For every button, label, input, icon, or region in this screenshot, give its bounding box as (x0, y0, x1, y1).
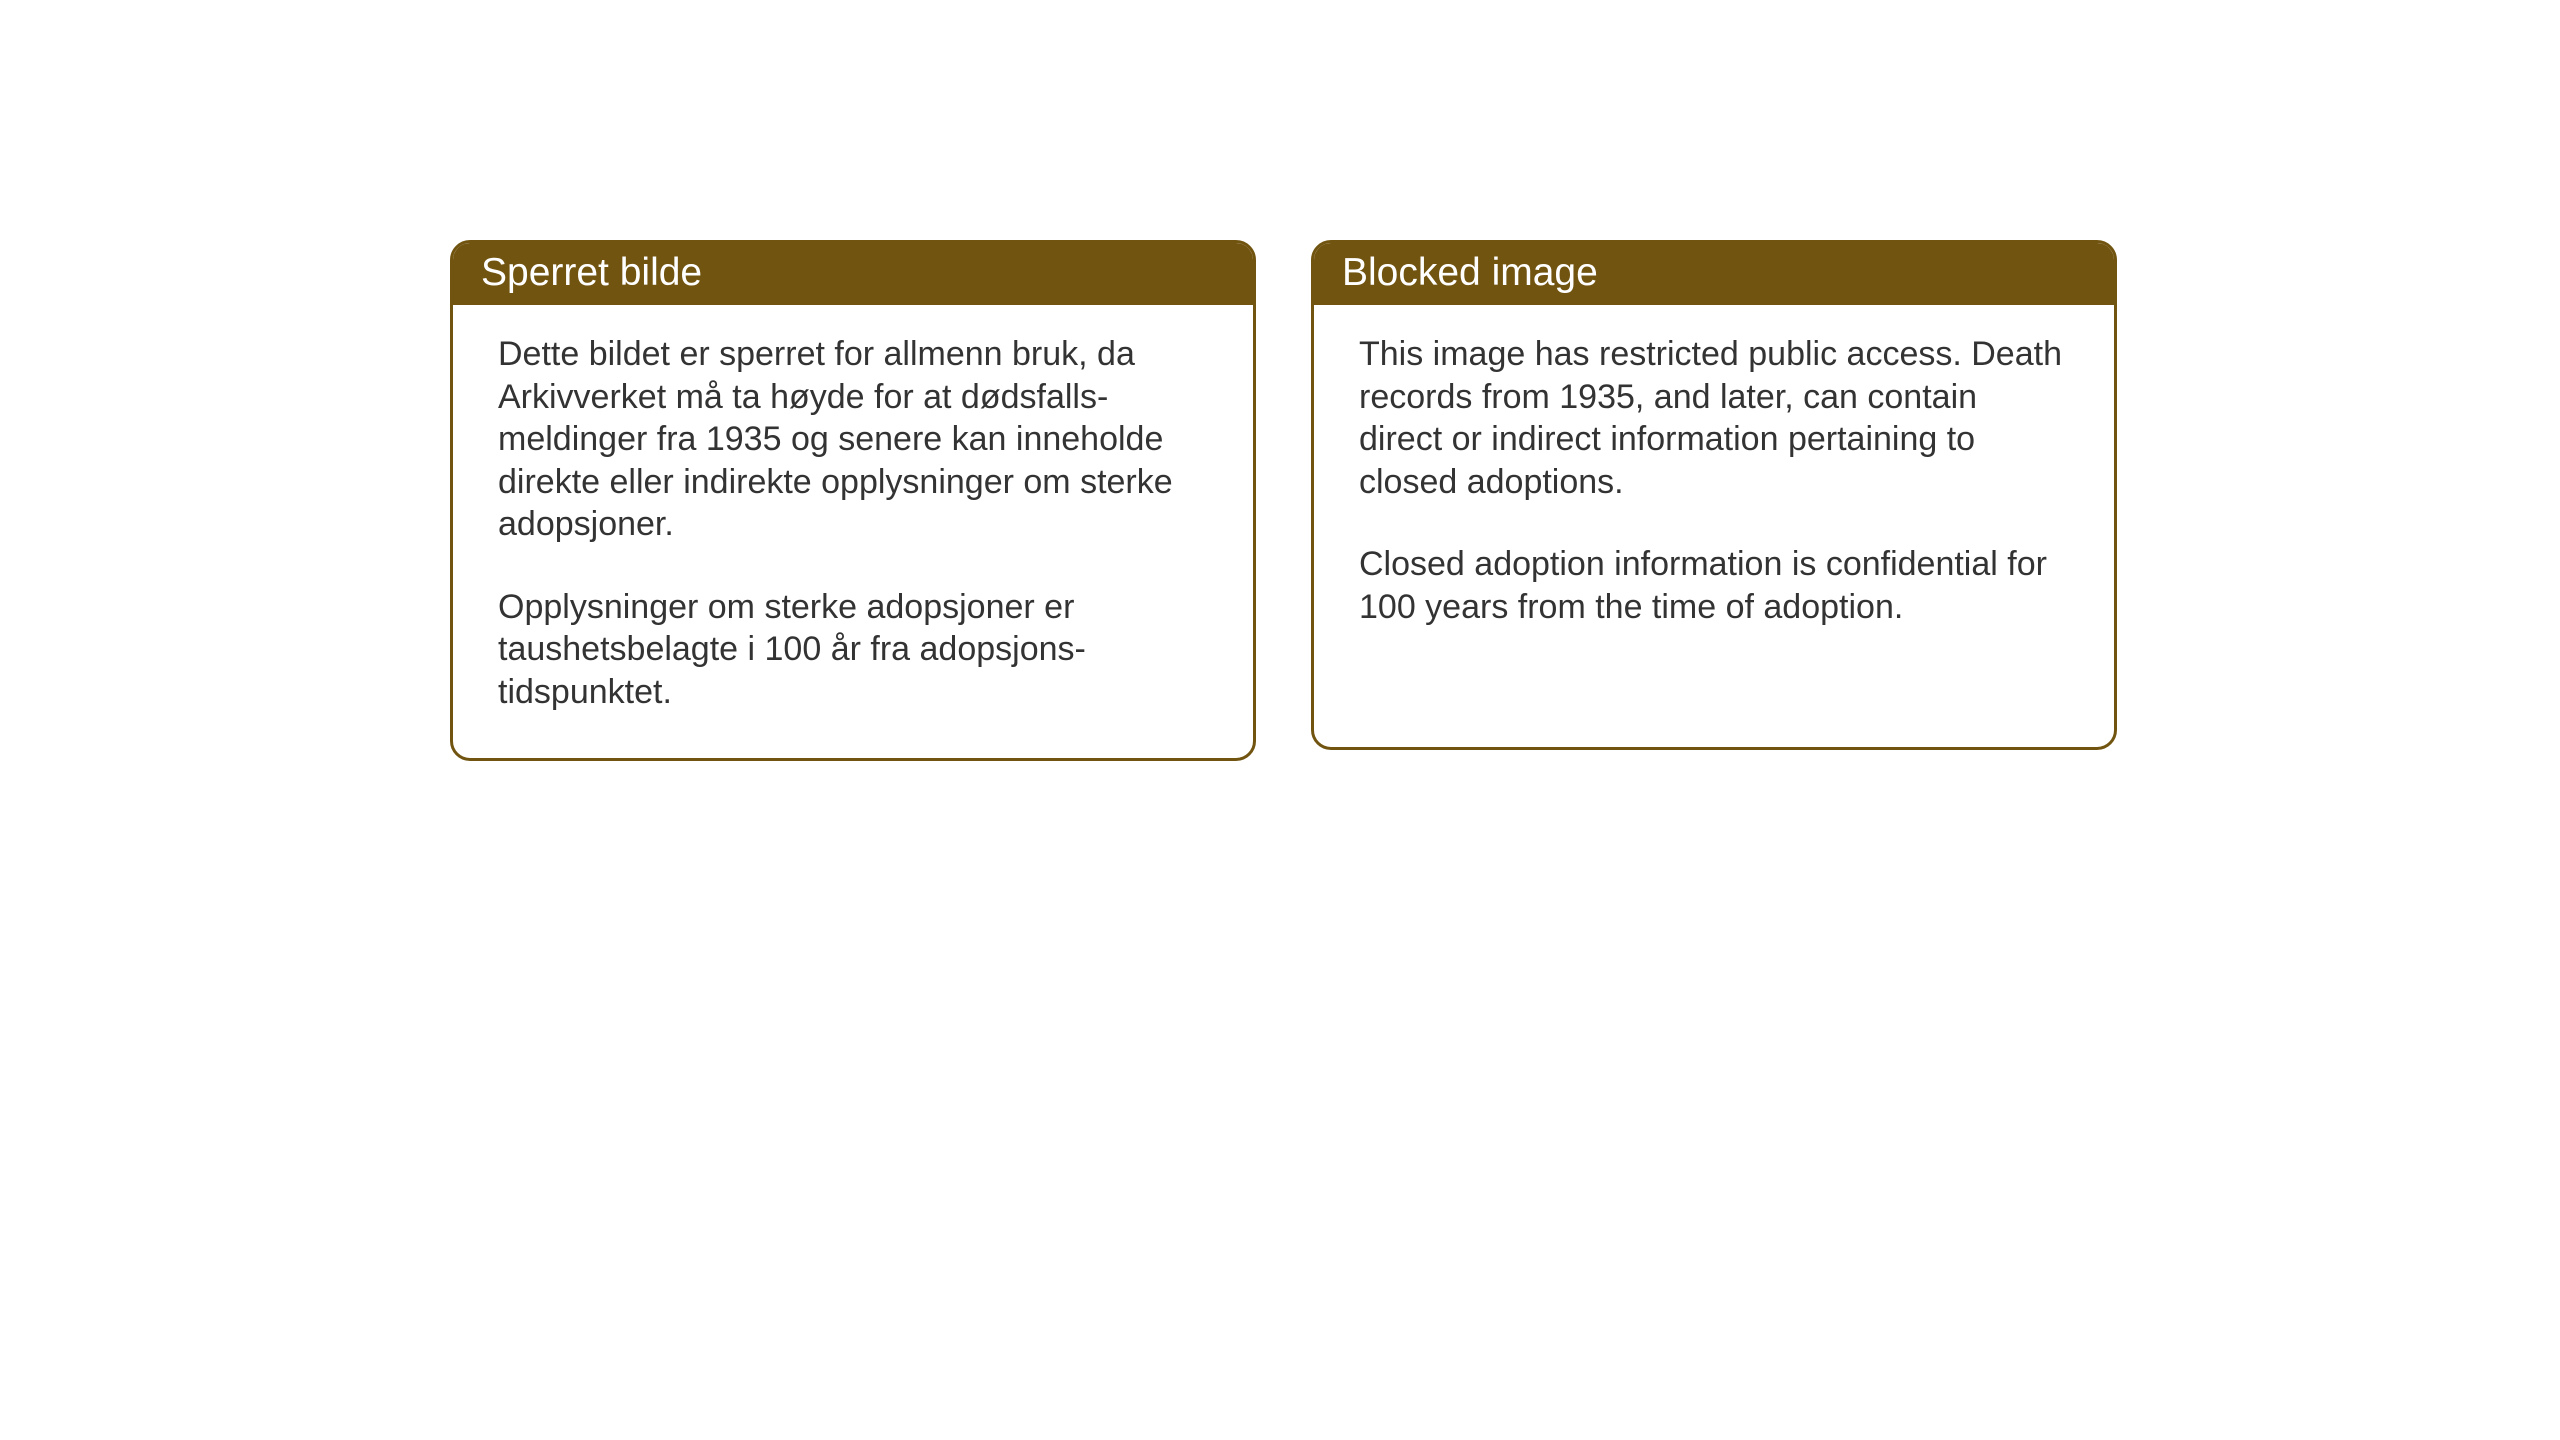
norwegian-card-title: Sperret bilde (453, 243, 1253, 305)
english-notice-card: Blocked image This image has restricted … (1311, 240, 2117, 750)
norwegian-notice-card: Sperret bilde Dette bildet er sperret fo… (450, 240, 1256, 761)
norwegian-card-body: Dette bildet er sperret for allmenn bruk… (453, 305, 1253, 758)
english-paragraph-2: Closed adoption information is confident… (1359, 543, 2069, 628)
english-card-title: Blocked image (1314, 243, 2114, 305)
english-paragraph-1: This image has restricted public access.… (1359, 333, 2069, 503)
norwegian-paragraph-2: Opplysninger om sterke adopsjoner er tau… (498, 586, 1208, 714)
notice-container: Sperret bilde Dette bildet er sperret fo… (450, 240, 2117, 761)
english-card-body: This image has restricted public access.… (1314, 305, 2114, 673)
norwegian-paragraph-1: Dette bildet er sperret for allmenn bruk… (498, 333, 1208, 546)
